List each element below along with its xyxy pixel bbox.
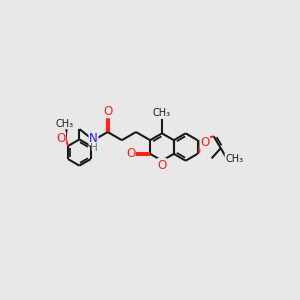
Text: O: O xyxy=(103,105,113,118)
Text: H: H xyxy=(90,143,98,153)
Text: CH₃: CH₃ xyxy=(225,154,243,164)
Text: O: O xyxy=(56,132,65,145)
Text: O: O xyxy=(158,159,166,172)
Text: O: O xyxy=(126,147,135,161)
Text: O: O xyxy=(200,136,209,149)
Text: CH₃: CH₃ xyxy=(56,119,74,129)
Text: CH₃: CH₃ xyxy=(153,108,171,118)
Text: N: N xyxy=(89,132,98,145)
